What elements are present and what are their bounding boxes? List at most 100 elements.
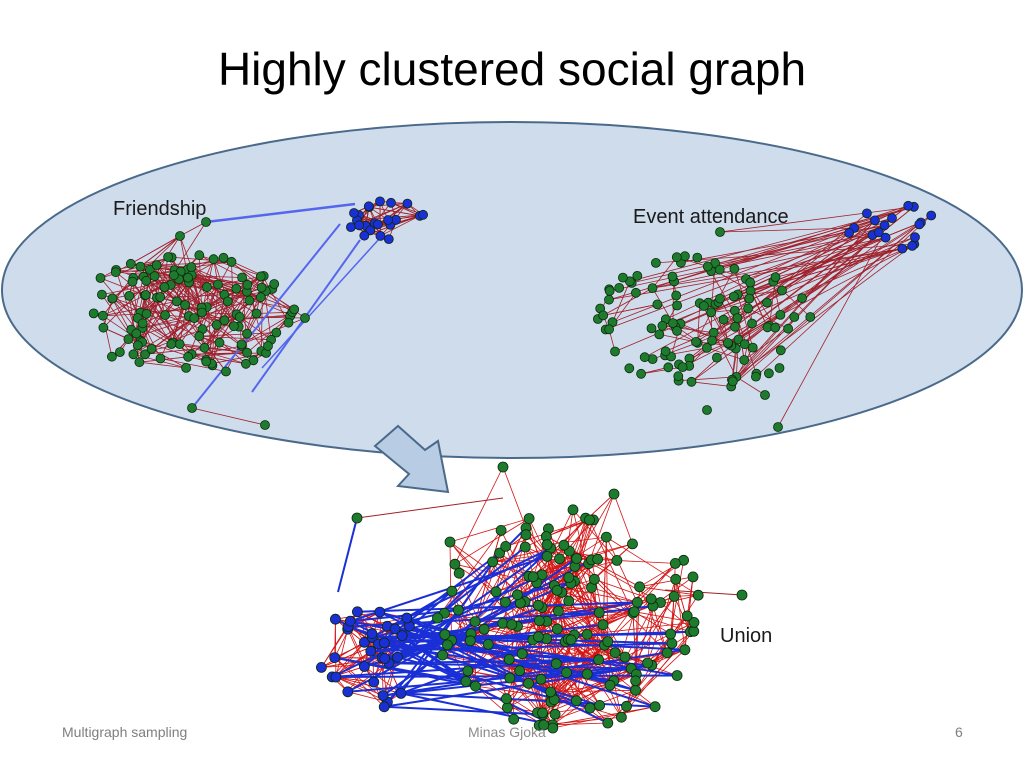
graph-edge bbox=[522, 652, 616, 655]
graph-node bbox=[244, 295, 255, 306]
cross-edge bbox=[386, 547, 552, 703]
graph-edge bbox=[380, 215, 420, 237]
cross-edge bbox=[191, 223, 341, 409]
union-green-nodes bbox=[351, 461, 748, 734]
graph-node bbox=[134, 357, 145, 368]
friendship-blue-nodes bbox=[345, 196, 429, 245]
graph-edge bbox=[550, 644, 605, 693]
graph-node bbox=[432, 612, 443, 624]
graph-edge bbox=[449, 541, 497, 593]
friendship-graph bbox=[88, 196, 429, 430]
graph-node bbox=[545, 686, 556, 698]
graph-node bbox=[844, 228, 854, 238]
graph-edge bbox=[188, 282, 203, 330]
graph-node bbox=[926, 210, 937, 221]
graph-node bbox=[630, 675, 641, 687]
graph-edge bbox=[652, 256, 678, 289]
graph-node bbox=[775, 309, 786, 320]
graph-node bbox=[283, 317, 294, 328]
graph-node bbox=[887, 213, 897, 224]
graph-node bbox=[110, 267, 121, 278]
graph-node bbox=[699, 301, 709, 311]
graph-edge bbox=[613, 493, 633, 545]
graph-node bbox=[743, 303, 753, 314]
page-number: 6 bbox=[955, 724, 963, 740]
graph-edge bbox=[154, 276, 174, 343]
graph-node bbox=[632, 270, 643, 281]
graph-edge bbox=[160, 296, 225, 321]
graph-node bbox=[95, 273, 106, 283]
friendship-label: Friendship bbox=[113, 198, 207, 220]
graph-node bbox=[462, 665, 474, 677]
graph-node bbox=[202, 282, 212, 293]
graph-node bbox=[527, 571, 539, 583]
graph-node bbox=[777, 285, 787, 296]
graph-node bbox=[263, 341, 273, 351]
graph-node bbox=[534, 615, 545, 627]
graph-node bbox=[98, 322, 109, 333]
graph-edge bbox=[697, 303, 701, 343]
graph-node bbox=[666, 638, 678, 649]
graph-edge bbox=[736, 376, 766, 396]
graph-node bbox=[123, 334, 134, 345]
graph-edge bbox=[262, 276, 289, 323]
graph-node bbox=[439, 629, 451, 640]
graph-node bbox=[234, 312, 245, 322]
graph-node bbox=[692, 589, 704, 601]
graph-node bbox=[547, 722, 559, 734]
graph-node bbox=[132, 340, 143, 351]
graph-node bbox=[774, 363, 785, 373]
graph-edge bbox=[603, 287, 653, 316]
graph-edge bbox=[591, 587, 604, 625]
graph-node bbox=[175, 231, 185, 241]
graph-edge bbox=[612, 281, 631, 323]
graph-node bbox=[213, 279, 223, 290]
graph-node bbox=[378, 701, 390, 713]
cross-edge bbox=[370, 642, 672, 653]
graph-node bbox=[903, 200, 914, 211]
graph-node bbox=[366, 628, 378, 640]
graph-node bbox=[589, 573, 600, 585]
graph-node bbox=[646, 323, 657, 334]
graph-edge bbox=[356, 497, 504, 519]
event-graph bbox=[593, 200, 937, 432]
graph-edge bbox=[201, 312, 237, 315]
graph-node bbox=[681, 610, 693, 622]
graph-node bbox=[665, 628, 676, 640]
cross-edge bbox=[384, 705, 544, 716]
graph-node bbox=[375, 196, 385, 207]
graph-edge bbox=[552, 706, 656, 729]
graph-node bbox=[88, 308, 99, 319]
graph-node bbox=[671, 290, 682, 301]
graph-edge bbox=[603, 304, 658, 316]
graph-node bbox=[519, 541, 531, 553]
graph-node bbox=[329, 613, 341, 625]
graph-node bbox=[715, 293, 725, 304]
graph-edge bbox=[151, 328, 203, 350]
graph-edge bbox=[188, 259, 214, 317]
cross-edge bbox=[357, 601, 638, 613]
graph-edge bbox=[179, 235, 192, 268]
graph-node bbox=[879, 220, 890, 231]
graph-node bbox=[729, 263, 740, 274]
graph-node bbox=[490, 586, 502, 598]
graph-edge bbox=[568, 543, 633, 602]
graph-edge bbox=[652, 342, 698, 360]
graph-node bbox=[611, 555, 623, 566]
graph-node bbox=[330, 671, 342, 683]
graph-node bbox=[460, 676, 472, 687]
graph-edge bbox=[547, 536, 607, 545]
friendship-green-nodes bbox=[88, 217, 310, 430]
graph-edge bbox=[621, 631, 691, 718]
graph-node bbox=[668, 318, 678, 329]
graph-edge bbox=[723, 236, 916, 321]
graph-node bbox=[368, 676, 380, 688]
graph-node bbox=[189, 313, 200, 324]
event-green-nodes bbox=[593, 227, 816, 432]
graph-node bbox=[712, 352, 722, 363]
graph-edge bbox=[587, 622, 695, 635]
graph-node bbox=[183, 351, 194, 362]
graph-node bbox=[642, 657, 653, 669]
graph-node bbox=[449, 558, 461, 570]
graph-node bbox=[378, 637, 390, 649]
